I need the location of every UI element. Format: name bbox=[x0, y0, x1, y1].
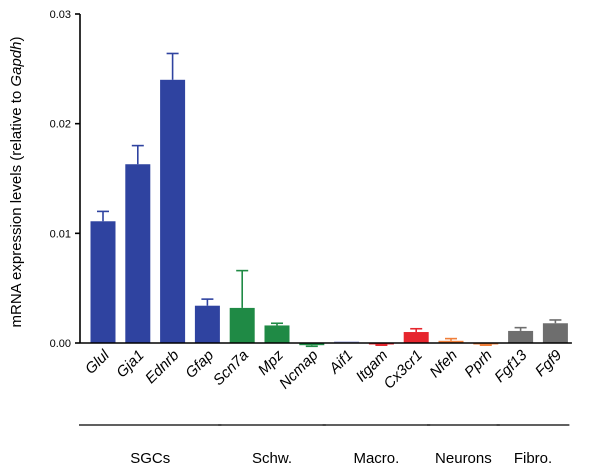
error-bar-pprh bbox=[479, 344, 492, 346]
y-tick-label-1: 0.01 bbox=[50, 228, 71, 240]
y-axis-title-part-0: mRNA expression levels (relative to bbox=[8, 87, 25, 328]
y-tick-label-2: 0.02 bbox=[50, 119, 71, 131]
category-label-glul: Glul bbox=[82, 346, 113, 377]
y-axis-title: mRNA expression levels (relative to Gapd… bbox=[8, 37, 25, 328]
category-label-pprh: Pprh bbox=[461, 347, 495, 381]
bar-glul bbox=[90, 221, 116, 343]
bar-scn7a bbox=[229, 307, 255, 343]
error-bar-fgf13 bbox=[514, 326, 527, 331]
group-label-sgcs: SGCs bbox=[130, 450, 170, 467]
bar-gja1 bbox=[125, 164, 151, 343]
error-bar-gfap bbox=[201, 298, 214, 306]
error-bar-ncmap bbox=[305, 345, 318, 348]
category-label-fgf9: Fgf9 bbox=[532, 346, 566, 380]
y-axis-title-part-1: Gapdh bbox=[8, 42, 25, 87]
bar-nfeh bbox=[438, 340, 464, 343]
bars-layer bbox=[90, 52, 568, 348]
bar-itgam bbox=[368, 343, 394, 345]
error-bar-ednrb bbox=[166, 52, 179, 80]
y-axis-title-part-2: ) bbox=[8, 37, 25, 42]
category-label-cx3cr1: Cx3cr1 bbox=[380, 347, 426, 393]
group-label-fibro: Fibro. bbox=[514, 450, 552, 467]
error-bar-cx3cr1 bbox=[410, 327, 423, 333]
error-bar-fgf9 bbox=[549, 319, 562, 324]
error-bar-gja1 bbox=[131, 144, 144, 165]
groups-layer: SGCs Schw. Macro. Neurons Fibro. bbox=[79, 424, 570, 467]
category-label-ncmap: Ncmap bbox=[276, 347, 322, 393]
y-tick-label-3: 0.03 bbox=[50, 9, 71, 21]
bar-pprh bbox=[473, 343, 499, 345]
bar-mpz bbox=[264, 325, 290, 343]
error-bar-scn7a bbox=[236, 269, 249, 308]
bar-aif1 bbox=[334, 341, 360, 343]
category-label-fgf13: Fgf13 bbox=[491, 346, 531, 386]
y-tick-label-0: 0.00 bbox=[50, 338, 71, 350]
group-label-neurons: Neurons bbox=[435, 450, 492, 467]
error-bar-itgam bbox=[375, 344, 388, 346]
bar-gfap bbox=[194, 305, 220, 343]
bar-fgf9 bbox=[542, 323, 568, 343]
error-bar-glul bbox=[97, 210, 109, 222]
bar-ednrb bbox=[160, 79, 186, 344]
category-label-scn7a: Scn7a bbox=[210, 347, 252, 389]
bar-ncmap bbox=[299, 343, 325, 346]
bar-fgf13 bbox=[508, 330, 534, 343]
group-label-schw: Schw. bbox=[252, 450, 292, 467]
category-label-ednrb: Ednrb bbox=[142, 347, 182, 387]
error-bar-mpz bbox=[271, 322, 283, 326]
axes-layer: 0.00 0.01 0.02 0.03 mRNA expression levels (… bbox=[8, 9, 572, 350]
bar-cx3cr1 bbox=[403, 332, 429, 343]
category-label-nfeh: Nfeh bbox=[426, 347, 460, 381]
error-bar-nfeh bbox=[445, 337, 457, 341]
group-label-macro: Macro. bbox=[353, 450, 399, 467]
